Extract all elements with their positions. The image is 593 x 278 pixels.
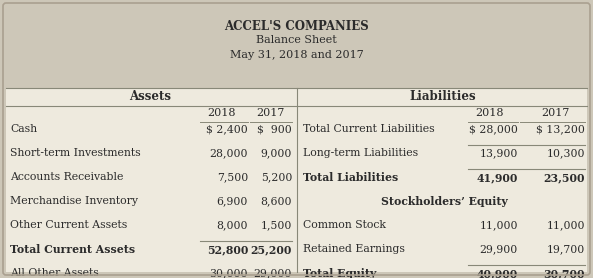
Text: 41,900: 41,900 <box>477 172 518 183</box>
Text: 6,900: 6,900 <box>216 196 248 206</box>
Text: 13,900: 13,900 <box>480 148 518 158</box>
Text: 52,800: 52,800 <box>206 244 248 255</box>
Text: 7,500: 7,500 <box>217 172 248 182</box>
Text: 29,900: 29,900 <box>480 244 518 254</box>
Text: 9,000: 9,000 <box>261 148 292 158</box>
Text: 10,300: 10,300 <box>547 148 585 158</box>
Text: 5,200: 5,200 <box>261 172 292 182</box>
Text: 8,000: 8,000 <box>216 220 248 230</box>
Bar <box>6 88 587 272</box>
Text: 8,600: 8,600 <box>260 196 292 206</box>
Text: 11,000: 11,000 <box>480 220 518 230</box>
Text: 2018: 2018 <box>476 108 504 118</box>
Text: May 31, 2018 and 2017: May 31, 2018 and 2017 <box>229 50 364 60</box>
Text: Other Current Assets: Other Current Assets <box>10 220 127 230</box>
Text: 29,000: 29,000 <box>254 268 292 278</box>
Text: 2017: 2017 <box>256 108 284 118</box>
Text: 2017: 2017 <box>541 108 569 118</box>
Text: Cash: Cash <box>10 124 37 134</box>
Text: $ 2,400: $ 2,400 <box>206 124 248 134</box>
Text: Total Liabilities: Total Liabilities <box>303 172 398 183</box>
Text: Total Current Assets: Total Current Assets <box>10 244 135 255</box>
Text: Total Current Liabilities: Total Current Liabilities <box>303 124 435 134</box>
Text: Assets: Assets <box>129 90 171 103</box>
Text: 30,700: 30,700 <box>544 268 585 278</box>
Text: Long-term Liabilities: Long-term Liabilities <box>303 148 418 158</box>
Text: Retained Earnings: Retained Earnings <box>303 244 405 254</box>
Text: Merchandise Inventory: Merchandise Inventory <box>10 196 138 206</box>
Text: $  900: $ 900 <box>257 124 292 134</box>
Text: 19,700: 19,700 <box>547 244 585 254</box>
Text: Short-term Investments: Short-term Investments <box>10 148 141 158</box>
Text: $ 13,200: $ 13,200 <box>536 124 585 134</box>
Bar <box>6 6 587 88</box>
Text: 40,900: 40,900 <box>477 268 518 278</box>
Text: 2018: 2018 <box>208 108 236 118</box>
Text: 1,500: 1,500 <box>261 220 292 230</box>
Text: Total Equity: Total Equity <box>303 268 377 278</box>
Text: 28,000: 28,000 <box>209 148 248 158</box>
Text: 25,200: 25,200 <box>251 244 292 255</box>
Text: 11,000: 11,000 <box>547 220 585 230</box>
Text: ACCEL'S COMPANIES: ACCEL'S COMPANIES <box>224 20 369 33</box>
Text: Liabilities: Liabilities <box>410 90 476 103</box>
Text: 30,000: 30,000 <box>209 268 248 278</box>
Text: 23,500: 23,500 <box>544 172 585 183</box>
Text: Balance Sheet: Balance Sheet <box>256 35 337 45</box>
Text: Common Stock: Common Stock <box>303 220 386 230</box>
Text: Accounts Receivable: Accounts Receivable <box>10 172 123 182</box>
Text: Stockholders’ Equity: Stockholders’ Equity <box>381 196 508 207</box>
Text: $ 28,000: $ 28,000 <box>469 124 518 134</box>
Text: All Other Assets: All Other Assets <box>10 268 99 278</box>
